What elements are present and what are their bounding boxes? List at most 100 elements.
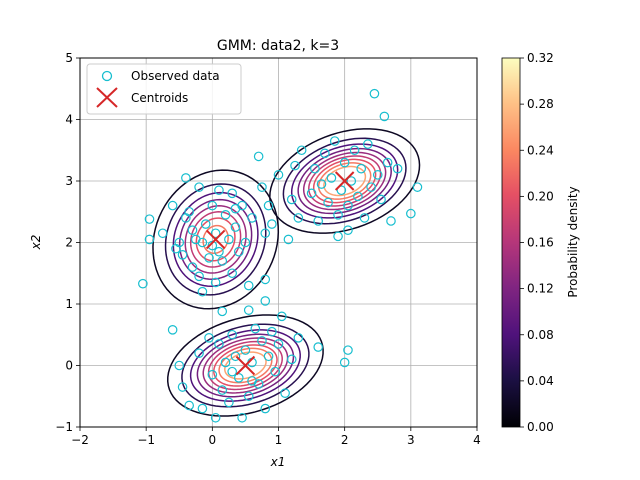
x-axis-label: x1	[270, 455, 286, 469]
data-point	[293, 333, 304, 343]
data-point	[167, 200, 178, 211]
density-contour-line	[184, 205, 247, 274]
colorbar-tick-label: 0.24	[527, 143, 554, 157]
x-tick-label: −1	[137, 433, 155, 447]
density-contour-line	[189, 211, 242, 268]
data-point	[372, 170, 383, 180]
data-point	[326, 173, 337, 183]
data-point	[230, 351, 241, 362]
colorbar-tick-label: 0.00	[527, 420, 554, 434]
observed-data-points	[138, 88, 423, 423]
colorbar-tick-label: 0.20	[527, 189, 554, 203]
density-contour-line	[189, 329, 301, 402]
data-point	[227, 329, 237, 340]
x-tick-label: 4	[473, 433, 481, 447]
data-point	[349, 145, 360, 156]
chart-title: GMM: data2, k=3	[217, 38, 339, 54]
data-point	[250, 323, 261, 334]
data-point	[263, 200, 274, 211]
data-point	[253, 151, 264, 162]
data-point	[167, 325, 178, 335]
data-point	[227, 188, 237, 199]
density-contour-line	[181, 323, 310, 408]
data-point	[333, 210, 343, 220]
data-point	[257, 182, 267, 192]
data-point	[200, 219, 211, 229]
data-point	[243, 305, 254, 315]
data-point	[197, 403, 208, 414]
data-point	[210, 228, 221, 239]
data-point	[270, 366, 280, 377]
data-point	[280, 388, 290, 398]
data-point	[240, 345, 251, 355]
y-tick-label: 4	[65, 113, 73, 127]
data-point	[240, 237, 251, 248]
y-tick-label: 2	[65, 236, 73, 250]
data-point	[356, 163, 367, 174]
x-tick-label: 3	[407, 433, 415, 447]
data-point	[339, 157, 350, 168]
data-point	[329, 136, 340, 146]
data-point	[230, 203, 241, 214]
data-point	[267, 219, 277, 229]
legend-centroid-label: Centroids	[131, 91, 188, 105]
data-point	[174, 237, 185, 248]
data-point	[234, 372, 244, 383]
density-contour-line	[218, 347, 273, 384]
x-tick-label: 1	[275, 433, 283, 447]
colorbar-tick-label: 0.32	[527, 51, 554, 65]
x-tick-label: −2	[71, 433, 89, 447]
density-contour-line	[317, 162, 372, 200]
data-point	[194, 271, 204, 282]
centroid-stroke	[334, 171, 355, 191]
data-point	[290, 160, 300, 171]
data-point	[267, 326, 277, 337]
data-point	[386, 216, 396, 226]
data-point	[230, 222, 241, 232]
density-contour-line	[195, 217, 236, 262]
density-contour-line	[164, 183, 267, 296]
density-contour-line	[323, 165, 367, 197]
data-point	[187, 262, 198, 272]
data-point	[310, 163, 320, 174]
data-point	[210, 277, 221, 288]
legend-data-label: Observed data	[131, 69, 220, 83]
data-point	[376, 194, 386, 205]
data-point	[277, 311, 287, 322]
data-point	[313, 216, 323, 226]
data-point	[333, 231, 343, 242]
colorbar-tick-label: 0.08	[527, 328, 554, 342]
data-point	[257, 336, 267, 346]
data-point	[243, 391, 254, 402]
data-point	[323, 197, 333, 208]
legend-data-marker	[101, 70, 113, 82]
data-point	[207, 200, 218, 211]
centroid-marker	[235, 355, 256, 376]
data-point	[260, 228, 271, 239]
colorbar-label: Probability density	[566, 186, 580, 297]
data-point	[224, 234, 234, 245]
data-point	[392, 163, 403, 174]
data-point	[194, 182, 204, 192]
legend-box	[86, 63, 242, 115]
data-point	[343, 200, 353, 211]
data-point	[286, 354, 297, 365]
density-contour-line	[282, 137, 407, 225]
data-point	[283, 234, 294, 245]
centroid-stroke	[205, 229, 226, 250]
data-point	[296, 145, 307, 156]
colorbar-ticks: 0.00 0.04 0.08 0.12 0.16 0.20 0.24 0.28 0.32	[520, 51, 554, 434]
data-point	[144, 234, 155, 245]
data-point	[260, 296, 271, 306]
data-point	[220, 357, 231, 368]
data-point	[157, 228, 168, 239]
x-tick-label: 0	[209, 433, 217, 447]
data-point	[174, 360, 185, 371]
data-point	[260, 403, 271, 414]
data-point	[197, 237, 208, 248]
data-point	[217, 256, 228, 266]
data-point	[366, 182, 376, 192]
data-point	[224, 397, 234, 408]
data-point	[412, 182, 423, 192]
